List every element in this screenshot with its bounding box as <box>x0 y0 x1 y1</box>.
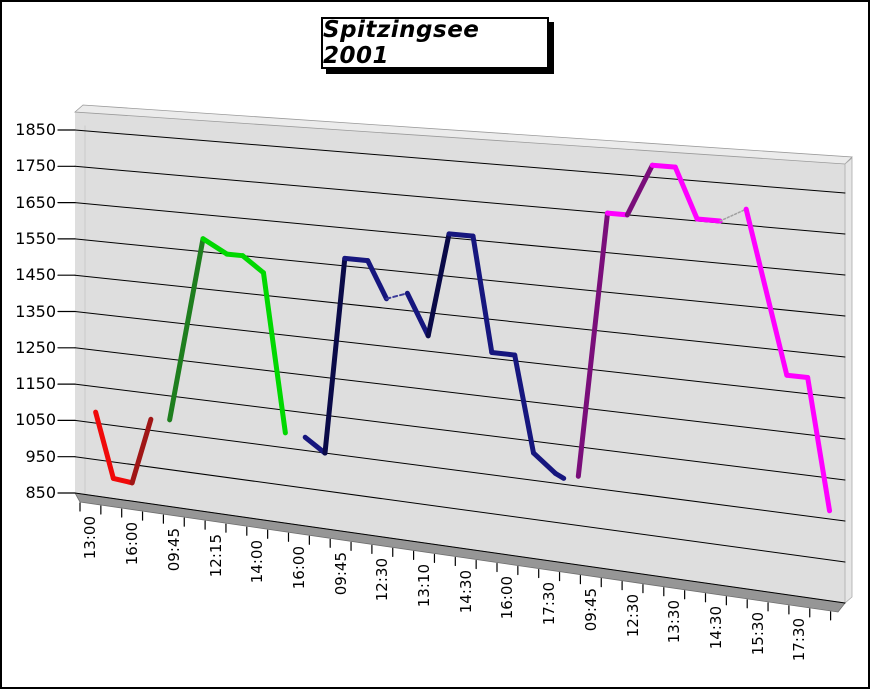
y-axis-label-1750: 1750 <box>15 156 56 176</box>
tour-2-green-seg-4 <box>260 270 288 436</box>
x-axis-label-5: 16:00 <box>289 545 308 589</box>
gridline-1450 <box>74 274 846 358</box>
chart-right-side-band <box>844 157 853 604</box>
x-axis-label-8: 13:10 <box>415 563 433 608</box>
x-axis-label-12: 09:45 <box>581 588 600 632</box>
gridline-950 <box>74 456 846 563</box>
gridline-1850 <box>74 129 846 194</box>
x-axis-label-9: 14:30 <box>456 569 475 614</box>
y-axis-label-1650: 1650 <box>15 192 56 212</box>
tour-1-red-seg-2 <box>129 416 154 486</box>
y-axis-label-1050: 1050 <box>15 410 56 430</box>
tour-4-magenta-seg-4 <box>672 164 700 222</box>
tour-4-magenta-seg-1 <box>605 210 630 218</box>
gridline-1650 <box>74 202 846 276</box>
tour-4-magenta-seg-2 <box>624 162 655 218</box>
x-axis-label-11: 17:30 <box>540 582 559 626</box>
x-axis-label-13: 12:30 <box>623 594 642 638</box>
tour-4-magenta-seg-5 <box>694 216 723 224</box>
y-axis-label-1350: 1350 <box>15 301 56 321</box>
chart-title: Spitzingsee 2001 <box>323 17 480 69</box>
chart-back-wall <box>75 130 845 603</box>
tour-3-navy-seg-0 <box>302 434 328 456</box>
tour-3-navy-seg-5 <box>404 290 431 339</box>
y-axis-label-1550: 1550 <box>15 228 56 248</box>
tour-3-navy-seg-10 <box>512 352 536 456</box>
y-axis-label-850: 850 <box>25 483 56 502</box>
y-axis-label-1250: 1250 <box>15 337 56 357</box>
chart-back-wall-top <box>75 112 845 193</box>
tour-4-magenta-seg-0 <box>575 210 611 479</box>
y-axis-label-1150: 1150 <box>15 374 56 394</box>
x-axis-label-1: 16:00 <box>123 521 142 565</box>
tour-3-navy-seg-8 <box>470 233 495 355</box>
tour-4-magenta-seg-8 <box>784 372 811 380</box>
x-axis-label-0: 13:00 <box>81 515 100 559</box>
chart-ceiling-band <box>74 104 853 165</box>
x-axis-label-14: 13:30 <box>665 600 684 644</box>
tour-3-navy-seg-3 <box>365 258 389 302</box>
gridline-850 <box>74 492 846 604</box>
x-axis-label-3: 12:15 <box>206 533 225 577</box>
chart-title-box: Spitzingsee 2001 <box>321 17 549 69</box>
tour-3-navy-seg-11 <box>530 450 558 476</box>
tour-2-green-seg-0 <box>167 236 206 423</box>
tour-1-red-seg-0 <box>93 409 116 481</box>
tour-4-magenta-seg-7 <box>743 206 790 378</box>
x-axis-label-4: 14:00 <box>248 539 267 583</box>
y-axis-label-950: 950 <box>25 446 56 466</box>
tour-4-magenta-seg-9 <box>805 374 833 514</box>
y-axis-label-1450: 1450 <box>15 265 56 285</box>
x-axis-label-6: 09:45 <box>331 551 350 596</box>
y-axis-label-1850: 1850 <box>15 120 56 139</box>
x-axis-label-15: 14:30 <box>706 606 725 650</box>
tour-3-navy-seg-9 <box>489 349 518 358</box>
gridline-1250 <box>74 347 846 440</box>
x-axis-label-10: 16:00 <box>498 576 517 620</box>
tour-2-green-seg-3 <box>240 253 266 276</box>
tour-4-magenta-seg-3 <box>649 162 678 170</box>
tour-3-navy-seg-6 <box>425 231 452 339</box>
x-axis-label-2: 09:45 <box>164 527 183 571</box>
gridline-1050 <box>74 419 846 522</box>
tour-3-navy-seg-4-thin <box>385 292 409 300</box>
x-axis-label-17: 17:30 <box>790 618 809 662</box>
gridline-1350 <box>74 311 846 399</box>
gridline-1150 <box>74 383 846 481</box>
tour-2-green-seg-1 <box>200 236 230 257</box>
tour-3-navy-seg-12 <box>552 470 567 481</box>
tour-1-red-seg-1 <box>110 475 135 486</box>
x-axis-label-16: 15:30 <box>748 612 767 656</box>
tour-3-navy-seg-1 <box>322 255 348 456</box>
gridline-1550 <box>74 238 846 317</box>
tour-3-navy-seg-2 <box>342 255 371 264</box>
tour-3-navy-seg-7 <box>446 231 476 239</box>
tour-2-green-seg-2 <box>224 251 246 259</box>
x-axis-label-7: 12:30 <box>373 557 392 602</box>
tour-4-magenta-seg-6-gap <box>719 208 747 222</box>
